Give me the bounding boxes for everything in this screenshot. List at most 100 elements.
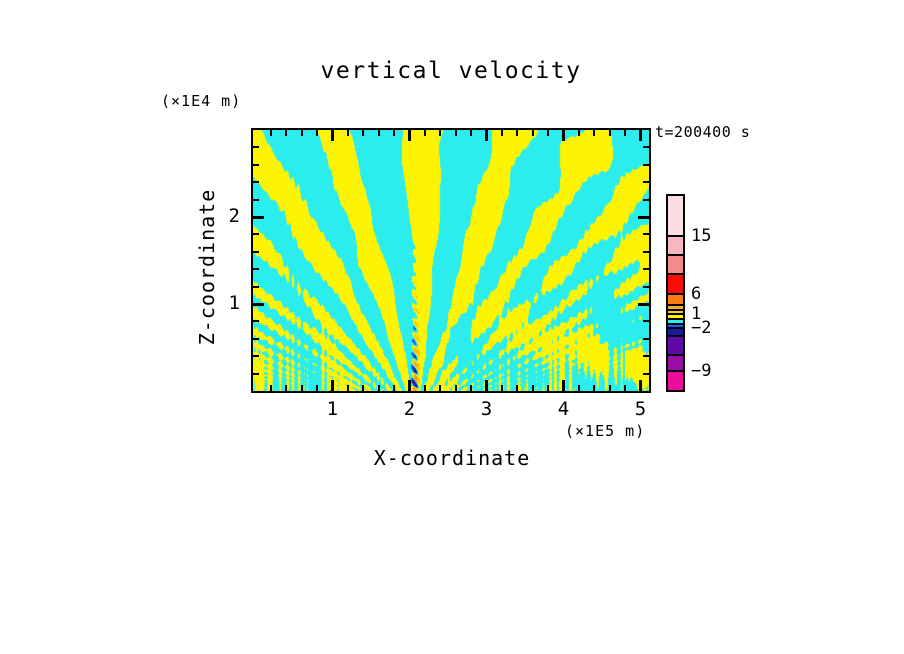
colorbar-segment: [668, 356, 683, 372]
tick-mark: [643, 198, 649, 201]
colorbar-segment: [668, 311, 683, 315]
z-axis-label: Z-coordinate: [195, 188, 219, 346]
plot-frame: [251, 128, 651, 393]
colorbar-segment: [668, 320, 683, 325]
tick-mark: [593, 385, 596, 391]
tick-mark: [253, 250, 259, 253]
tick-mark: [547, 130, 550, 136]
tick-mark: [577, 130, 580, 136]
colorbar-segment: [668, 237, 683, 256]
colorbar-level-label: 6: [691, 284, 702, 304]
tick-mark: [561, 380, 565, 391]
timestamp-label: t=200400 s: [655, 123, 751, 141]
tick-mark: [253, 268, 259, 271]
tick-mark: [516, 385, 519, 391]
x-tick-label: 3: [480, 398, 493, 420]
tick-mark: [253, 146, 259, 149]
colorbar-segment: [668, 337, 683, 356]
tick-mark: [285, 130, 288, 136]
tick-mark: [643, 355, 649, 358]
z-tick-label: 1: [228, 292, 240, 314]
plot-title: vertical velocity: [320, 58, 582, 84]
colorbar-segment: [668, 325, 683, 329]
x-tick-label: 2: [403, 398, 416, 420]
tick-mark: [392, 385, 395, 391]
tick-mark: [470, 130, 473, 136]
tick-mark: [253, 198, 259, 201]
tick-mark: [439, 385, 442, 391]
tick-mark: [330, 130, 334, 141]
tick-mark: [624, 385, 627, 391]
tick-mark: [269, 385, 272, 391]
z-axis-unit-label: (×1E4 m): [161, 92, 242, 110]
tick-mark: [269, 130, 272, 136]
tick-mark: [253, 233, 259, 236]
tick-mark: [253, 285, 259, 288]
tick-mark: [561, 130, 565, 141]
x-axis-label: X-coordinate: [373, 446, 531, 470]
tick-mark: [253, 337, 259, 340]
tick-mark: [454, 385, 457, 391]
tick-mark: [253, 163, 259, 166]
tick-mark: [454, 130, 457, 136]
tick-mark: [500, 385, 503, 391]
tick-mark: [315, 385, 318, 391]
colorbar-segment: [668, 275, 683, 295]
tick-mark: [423, 385, 426, 391]
tick-mark: [392, 130, 395, 136]
tick-mark: [470, 385, 473, 391]
colorbar-segment: [668, 372, 683, 390]
tick-mark: [407, 380, 411, 391]
colorbar-level-label: −2: [691, 318, 712, 338]
tick-mark: [639, 380, 643, 391]
tick-mark: [516, 130, 519, 136]
tick-mark: [643, 250, 649, 253]
tick-mark: [643, 337, 649, 340]
tick-mark: [362, 130, 365, 136]
tick-mark: [531, 385, 534, 391]
x-tick-label: 4: [557, 398, 570, 420]
tick-mark: [608, 385, 611, 391]
tick-mark: [300, 130, 303, 136]
tick-mark: [484, 130, 488, 141]
x-axis-unit-label: (×1E5 m): [565, 422, 646, 440]
tick-mark: [593, 130, 596, 136]
tick-mark: [423, 130, 426, 136]
x-tick-label: 1: [326, 398, 339, 420]
tick-mark: [439, 130, 442, 136]
tick-mark: [253, 215, 264, 219]
tick-mark: [407, 130, 411, 141]
tick-mark: [643, 372, 649, 375]
tick-mark: [643, 268, 649, 271]
colorbar-segment: [668, 196, 683, 237]
tick-mark: [253, 302, 264, 306]
tick-mark: [253, 181, 259, 184]
tick-mark: [362, 385, 365, 391]
colorbar-segment: [668, 256, 683, 275]
tick-mark: [643, 320, 649, 323]
tick-mark: [285, 385, 288, 391]
x-tick-label: 5: [634, 398, 647, 420]
colorbar-segment: [668, 315, 683, 320]
tick-mark: [638, 215, 649, 219]
colorbar-level-label: 1: [691, 304, 702, 324]
tick-mark: [547, 385, 550, 391]
tick-mark: [624, 130, 627, 136]
tick-mark: [346, 130, 349, 136]
tick-mark: [315, 130, 318, 136]
tick-mark: [608, 130, 611, 136]
z-tick-label: 2: [228, 205, 240, 227]
tick-mark: [643, 285, 649, 288]
tick-mark: [500, 130, 503, 136]
tick-mark: [643, 146, 649, 149]
tick-mark: [639, 130, 643, 141]
tick-mark: [577, 385, 580, 391]
tick-mark: [377, 385, 380, 391]
colorbar-level-label: −9: [691, 361, 712, 381]
colorbar: [666, 194, 685, 392]
tick-mark: [377, 130, 380, 136]
tick-mark: [484, 380, 488, 391]
tick-mark: [346, 385, 349, 391]
colorbar-segment: [668, 306, 683, 311]
